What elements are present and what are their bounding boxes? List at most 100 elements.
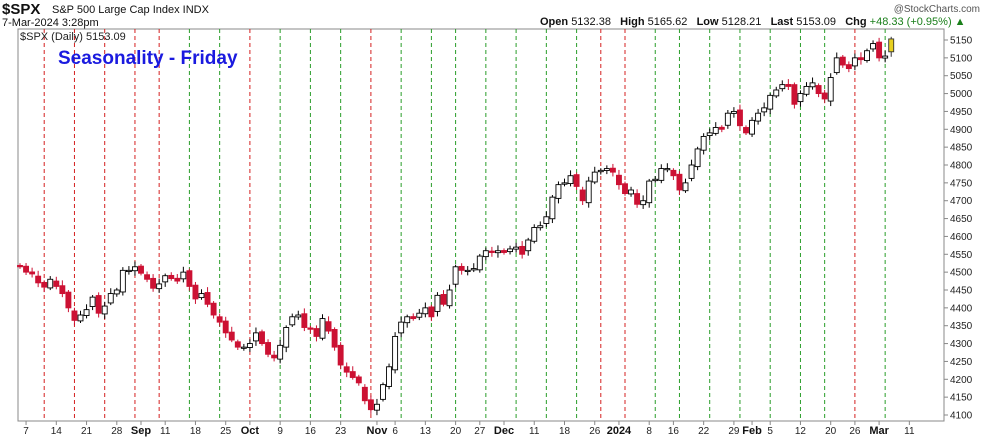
candle-body (833, 57, 840, 74)
candle-body (531, 227, 538, 242)
candle-body (23, 265, 29, 273)
candle-body (392, 335, 399, 371)
candle-body (482, 250, 489, 258)
y-tick-label: 4900 (950, 125, 973, 136)
high-value: 5165.62 (647, 16, 688, 28)
candle-body (144, 274, 151, 280)
candle-body (712, 127, 719, 134)
chart-title: Seasonality - Friday (58, 48, 238, 69)
y-tick-label: 4550 (950, 250, 973, 261)
candle-body (83, 309, 90, 316)
candle-body (882, 55, 889, 59)
candle-body (476, 255, 483, 271)
y-tick-label: 4850 (950, 143, 973, 154)
x-tick-label: 7 (23, 426, 29, 437)
candle-body (210, 302, 217, 316)
candle-body (361, 386, 368, 402)
x-tick-label: 20 (825, 426, 837, 437)
candle-body (295, 314, 302, 318)
y-tick-label: 4500 (950, 268, 973, 279)
candle-body (664, 168, 671, 171)
y-tick-label: 4750 (950, 178, 973, 189)
candle-body (398, 321, 405, 334)
candle-body (434, 294, 441, 312)
x-tick-label: 13 (420, 426, 432, 437)
x-tick-label: Mar (869, 425, 889, 437)
x-axis: 7 14 21 28 Sep 11 18 25 Oct 9 16 23 Nov 6 13 20 27 Dec 11 1… (23, 421, 915, 437)
candle-body (876, 41, 883, 59)
y-tick-label: 4100 (950, 411, 973, 422)
candle-body (174, 277, 181, 282)
candle-body (488, 250, 495, 253)
candle-body (319, 318, 326, 339)
candle-body (404, 316, 411, 324)
candle-body (446, 289, 453, 307)
x-tick-label: 16 (668, 426, 680, 437)
candle-body (561, 182, 568, 185)
x-tick-label: 8 (646, 426, 652, 437)
candle-body (737, 109, 743, 127)
last-value: 5153.09 (796, 16, 837, 28)
candle-body (525, 239, 532, 252)
candle-body (107, 293, 114, 304)
candles (17, 36, 895, 416)
candle-body (349, 371, 356, 378)
candle-body (271, 354, 278, 359)
candle-body (41, 281, 48, 288)
candle-body (138, 265, 144, 274)
candle-body (658, 168, 665, 181)
x-tick-label: 14 (51, 426, 63, 437)
y-tick-label: 5100 (950, 53, 973, 64)
x-tick-label: 11 (904, 426, 915, 437)
candle-body (827, 77, 834, 102)
candle-body (622, 183, 628, 195)
last-label: Last (770, 16, 794, 28)
candle-body (706, 132, 713, 136)
y-tick-label: 4150 (950, 393, 973, 404)
candle-body (676, 173, 683, 191)
chg-value: +48.33 (+0.95%) (869, 16, 952, 28)
candle-body (682, 182, 689, 192)
x-tick-label: 18 (190, 426, 202, 437)
candle-body (597, 169, 604, 173)
candle-body (156, 283, 163, 290)
candle-body (755, 112, 762, 122)
candle-body (634, 193, 641, 205)
candle-body (640, 200, 647, 206)
candle-body (815, 85, 822, 95)
x-tick-label: Feb (742, 425, 762, 437)
open-label: Open (540, 16, 569, 28)
chg-label: Chg (845, 16, 867, 28)
x-tick-label: 26 (849, 426, 861, 437)
candle-body (628, 189, 634, 195)
candle-body (791, 84, 798, 105)
candle-body (29, 271, 36, 275)
candle-body (591, 171, 598, 183)
candle-body (192, 284, 199, 300)
candle-body (495, 250, 501, 254)
x-tick-label: 11 (529, 426, 540, 437)
candle-body (313, 328, 320, 337)
friday-lines (43, 29, 886, 421)
candle-body (579, 189, 586, 202)
candle-body (17, 264, 23, 268)
x-tick-label: 20 (450, 426, 462, 437)
candle-body (864, 50, 870, 61)
open-value: 5132.38 (571, 16, 611, 28)
candle-body (259, 331, 265, 345)
x-tick-label: 26 (589, 426, 601, 437)
candle-body (307, 327, 314, 330)
candle-body (234, 341, 241, 348)
candle-body (501, 250, 507, 253)
x-tick-label: 23 (335, 426, 347, 437)
candle-body (386, 366, 392, 387)
candle-body (537, 225, 544, 229)
candle-body (555, 184, 562, 199)
candle-body (773, 89, 780, 97)
y-tick-label: 4250 (950, 357, 973, 368)
candle-body (283, 327, 290, 348)
quote-bar: Open 5132.38 High 5165.62 Low 5128.21 La… (540, 16, 966, 28)
candle-body (585, 180, 592, 204)
candle-body (337, 344, 344, 366)
